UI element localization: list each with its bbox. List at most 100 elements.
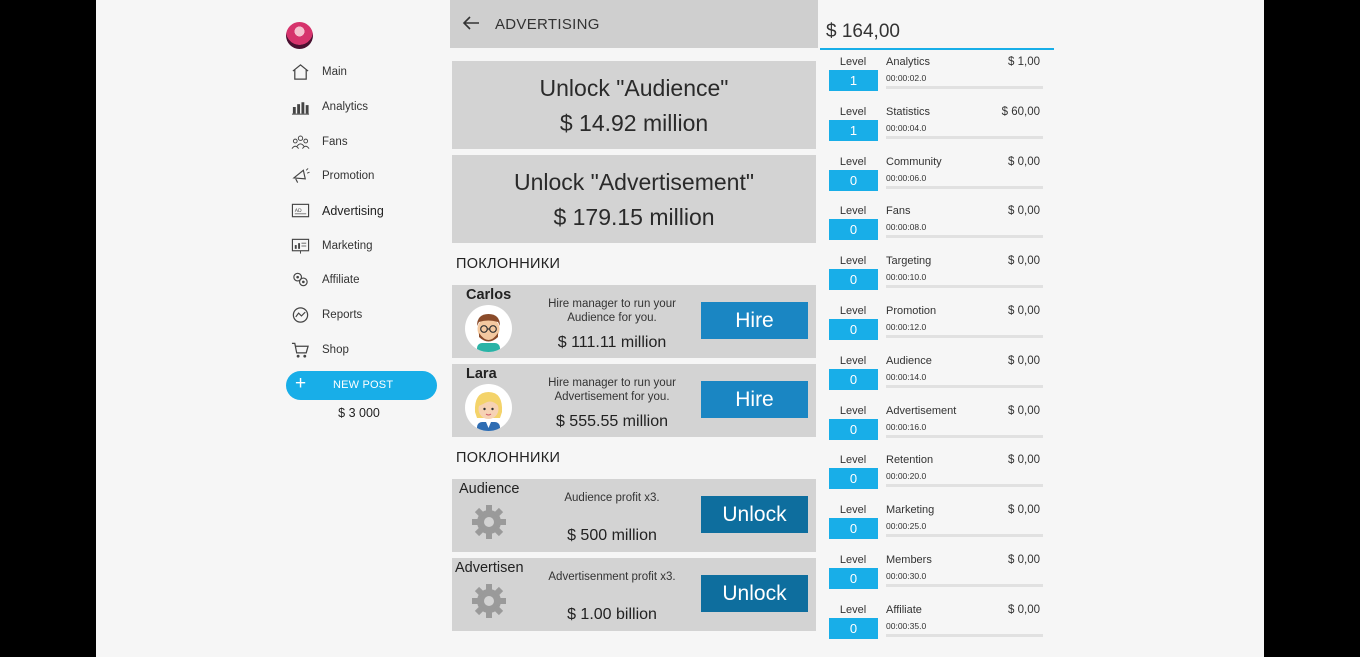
upgrade-description: Advertisenment profit x3. [548, 571, 676, 583]
business-row[interactable]: Level 0 Promotion $ 0,00 00:00:12.0 [828, 301, 1046, 351]
sidebar-item-reports[interactable]: Reports [286, 298, 438, 333]
sidebar-item-main[interactable]: Main [286, 55, 438, 90]
level-label: Level [839, 603, 867, 616]
avatar[interactable] [286, 22, 313, 49]
business-row[interactable]: Level 0 Fans $ 0,00 00:00:08.0 [828, 201, 1046, 251]
cart-icon [290, 341, 310, 359]
business-timer: 00:00:20.0 [886, 471, 927, 482]
manager-avatar-female-icon [465, 384, 512, 431]
progress-bar [886, 434, 1043, 438]
level-value[interactable]: 0 [829, 169, 878, 191]
business-row[interactable]: Level 1 Analytics $ 1,00 00:00:02.0 [828, 52, 1046, 102]
level-value[interactable]: 0 [829, 468, 878, 490]
manager-name: Lara [466, 366, 497, 382]
back-arrow-icon[interactable] [460, 12, 482, 34]
unlock-audience-button[interactable]: Unlock "Audience" $ 14.92 million [452, 61, 816, 149]
home-icon [290, 63, 310, 81]
level-label: Level [839, 354, 867, 367]
sidebar-item-label: Main [322, 66, 347, 79]
unlock-advertisement-button[interactable]: Unlock "Advertisement" $ 179.15 million [452, 155, 816, 243]
business-row[interactable]: Level 0 Targeting $ 0,00 00:00:10.0 [828, 251, 1046, 301]
people-icon [290, 133, 310, 151]
business-row[interactable]: Level 0 Advertisement $ 0,00 00:00:16.0 [828, 401, 1046, 451]
level-value[interactable]: 1 [829, 70, 878, 91]
level-value[interactable]: 0 [829, 269, 878, 291]
sidebar-item-label: Fans [322, 135, 348, 148]
gear-icon [472, 505, 506, 539]
business-price: $ 1,00 [1008, 56, 1040, 68]
advertising-panel: ADVERTISING Unlock "Audience" $ 14.92 mi… [450, 0, 820, 657]
manager-description: Hire manager to run your Advertisement f… [548, 377, 676, 403]
sidebar-item-label: Shop [322, 343, 349, 356]
upgrade-name: Advertisen [455, 560, 524, 576]
business-row[interactable]: Level 0 Community $ 0,00 00:00:06.0 [828, 152, 1046, 202]
affiliate-icon [290, 271, 310, 289]
unlock-title: Unlock "Audience" [539, 75, 729, 101]
level-label: Level [839, 255, 867, 268]
business-row[interactable]: Level 0 Affiliate $ 0,00 00:00:35.0 [828, 600, 1046, 650]
plus-icon: + [295, 373, 307, 395]
sidebar-item-promotion[interactable]: Promotion [286, 159, 438, 194]
business-timer: 00:00:04.0 [886, 122, 927, 133]
hire-button[interactable]: Hire [701, 381, 808, 418]
business-row[interactable]: Level 0 Members $ 0,00 00:00:30.0 [828, 550, 1046, 600]
sidebar-item-label: Promotion [322, 170, 375, 183]
business-price: $ 0,00 [1008, 305, 1040, 317]
business-row[interactable]: Level 0 Retention $ 0,00 00:00:20.0 [828, 450, 1046, 500]
unlock-price: $ 14.92 million [559, 110, 709, 136]
progress-bar [886, 185, 1043, 189]
business-price: $ 0,00 [1008, 603, 1040, 616]
business-price: $ 0,00 [1008, 354, 1040, 367]
manager-price: $ 111.11 million [557, 334, 667, 351]
business-name: Advertisement [886, 404, 957, 417]
megaphone-icon [290, 167, 310, 185]
business-row[interactable]: Level 0 Audience $ 0,00 00:00:14.0 [828, 351, 1046, 401]
progress-bar [886, 335, 1043, 338]
unlock-title: Unlock "Advertisement" [513, 169, 755, 195]
manager-price: $ 555.55 million [555, 413, 669, 430]
unlock-button[interactable]: Unlock [701, 496, 808, 533]
balance-divider [820, 48, 1054, 50]
hire-button[interactable]: Hire [701, 302, 808, 339]
ad-board-icon: AD [290, 202, 310, 220]
level-value[interactable]: 0 [829, 518, 878, 540]
level-value[interactable]: 0 [829, 368, 878, 390]
sidebar: Main Analytics Fans Promotion AD Adverti… [286, 22, 438, 420]
level-value[interactable]: 0 [829, 418, 878, 440]
game-window: Main Analytics Fans Promotion AD Adverti… [96, 0, 1264, 657]
gear-icon [472, 584, 506, 618]
sidebar-item-analytics[interactable]: Analytics [286, 90, 438, 125]
business-price: $ 0,00 [1008, 504, 1040, 517]
business-name: Fans [886, 205, 911, 218]
upgrades-heading: ПОКЛОННИКИ [456, 450, 561, 466]
business-timer: 00:00:08.0 [886, 222, 927, 233]
progress-bar [886, 235, 1043, 239]
manager-card-carlos: Carlos Hire manager to run your Audience… [452, 285, 816, 358]
business-row[interactable]: Level 0 Marketing $ 0,00 00:00:25.0 [828, 500, 1046, 550]
manager-avatar-male-icon [465, 305, 512, 352]
manager-name: Carlos [466, 287, 512, 303]
sidebar-item-affiliate[interactable]: Affiliate [286, 263, 438, 298]
sidebar-item-advertising[interactable]: AD Advertising [286, 194, 438, 229]
level-label: Level [839, 305, 867, 317]
manager-card-lara: Lara Hire manager to run your Advertisem… [452, 364, 816, 437]
business-name: Members [886, 554, 932, 566]
sidebar-item-shop[interactable]: Shop [286, 333, 438, 368]
level-value[interactable]: 0 [829, 319, 878, 340]
reports-icon [290, 306, 310, 324]
new-post-button[interactable]: + NEW POST [286, 371, 437, 401]
level-value[interactable]: 0 [829, 617, 878, 639]
sidebar-item-marketing[interactable]: Marketing [286, 228, 438, 263]
business-name: Statistics [886, 105, 931, 118]
business-name: Analytics [886, 56, 931, 68]
business-name: Community [886, 155, 942, 168]
business-list-panel: $ 164,00 Level 1 Analytics $ 1,00 00:00:02.0… [820, 0, 1054, 657]
business-name: Promotion [886, 305, 937, 317]
level-value[interactable]: 1 [829, 119, 878, 141]
business-row[interactable]: Level 1 Statistics $ 60,00 00:00:04.0 [828, 102, 1046, 152]
level-value[interactable]: 0 [829, 568, 878, 589]
unlock-button[interactable]: Unlock [701, 575, 808, 612]
sidebar-item-fans[interactable]: Fans [286, 124, 438, 159]
level-label: Level [839, 205, 867, 218]
level-value[interactable]: 0 [829, 219, 878, 241]
